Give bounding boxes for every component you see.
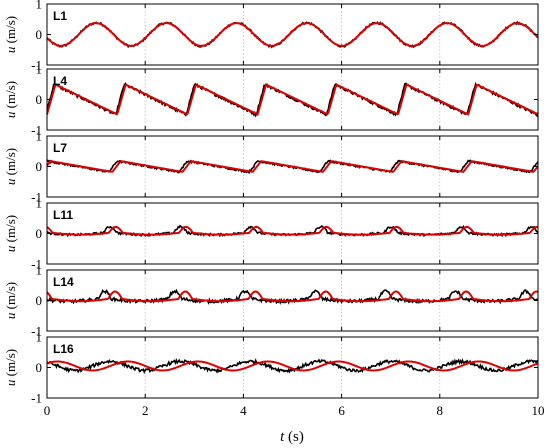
y-axis-label: u (m/s) (3, 349, 18, 386)
x-axis-label-symbol: t (280, 429, 285, 445)
model-series (46, 360, 539, 372)
panel-l11: -1 0 1 u (m/s) L11 (3, 196, 539, 272)
y-axis-label-symbol: u (3, 379, 18, 386)
model-series (46, 225, 539, 236)
x-axis: 0 2 4 6 8 10 (44, 403, 545, 418)
panel-label: L11 (53, 208, 73, 222)
x-tick-label: 4 (240, 403, 247, 418)
y-axis-label-symbol: u (3, 46, 18, 53)
y-tick-label: -1 (31, 123, 42, 138)
y-tick-label: 0 (36, 27, 43, 42)
x-tick-label: 0 (44, 403, 51, 418)
y-tick-label: -1 (31, 257, 42, 272)
panel-l1: -1 0 1 u (m/s) L1 (3, 0, 539, 73)
y-tick-label: -1 (31, 190, 42, 205)
y-axis-label-symbol: u (3, 111, 18, 118)
panel-l14: -1 0 1 u (m/s) L14 (3, 263, 539, 339)
panel-label: L14 (53, 275, 74, 289)
y-tick-label: 0 (36, 226, 43, 241)
x-tick-label: 8 (437, 403, 444, 418)
y-tick-label: 1 (36, 62, 43, 77)
y-axis-label: u (m/s) (3, 148, 18, 185)
x-tick-label: 10 (532, 403, 545, 418)
y-tick-label: 1 (36, 196, 43, 211)
y-tick-label: 0 (36, 293, 43, 308)
y-axis-label-symbol: u (3, 245, 18, 252)
y-tick-label: -1 (31, 324, 42, 339)
panel-l7: -1 0 1 u (m/s) L7 (3, 129, 539, 205)
y-axis-label-unit: (m/s) (3, 148, 18, 179)
panel-label: L16 (53, 342, 74, 356)
x-tick-label: 6 (338, 403, 345, 418)
x-axis-label-unit: (s) (284, 429, 304, 445)
y-axis-label-symbol: u (3, 312, 18, 319)
panel-label: L1 (53, 9, 67, 23)
y-tick-label: 0 (36, 360, 43, 375)
y-axis-label-unit: (m/s) (3, 349, 18, 380)
y-axis-label: u (m/s) (3, 81, 18, 118)
y-tick-label: -1 (31, 58, 42, 73)
y-tick-label: 1 (36, 0, 43, 12)
y-axis-label-unit: (m/s) (3, 215, 18, 246)
y-tick-label: 1 (36, 263, 43, 278)
x-tick-label: 2 (142, 403, 149, 418)
panel-label: L4 (53, 74, 67, 88)
y-axis-label: u (m/s) (3, 16, 18, 53)
measured-series (46, 357, 539, 374)
x-axis-label: t (s) (280, 429, 304, 445)
model-series (46, 83, 539, 116)
model-series (46, 160, 539, 173)
panel-l4: -1 0 1 u (m/s) L4 (3, 62, 539, 138)
model-series (46, 22, 539, 47)
y-tick-label: 0 (36, 92, 43, 107)
model-series (46, 290, 539, 303)
y-axis-label: u (m/s) (3, 215, 18, 252)
y-tick-label: 1 (36, 330, 43, 345)
y-tick-label: 1 (36, 129, 43, 144)
y-axis-label-unit: (m/s) (3, 81, 18, 112)
panel-l16: -1 0 1 u (m/s) L16 (3, 330, 539, 406)
y-axis-label-symbol: u (3, 178, 18, 185)
y-tick-label: 0 (36, 159, 43, 174)
y-axis-label: u (m/s) (3, 282, 18, 319)
y-axis-label-unit: (m/s) (3, 16, 18, 47)
y-tick-label: -1 (31, 391, 42, 406)
y-axis-label-unit: (m/s) (3, 282, 18, 313)
panel-label: L7 (53, 141, 67, 155)
